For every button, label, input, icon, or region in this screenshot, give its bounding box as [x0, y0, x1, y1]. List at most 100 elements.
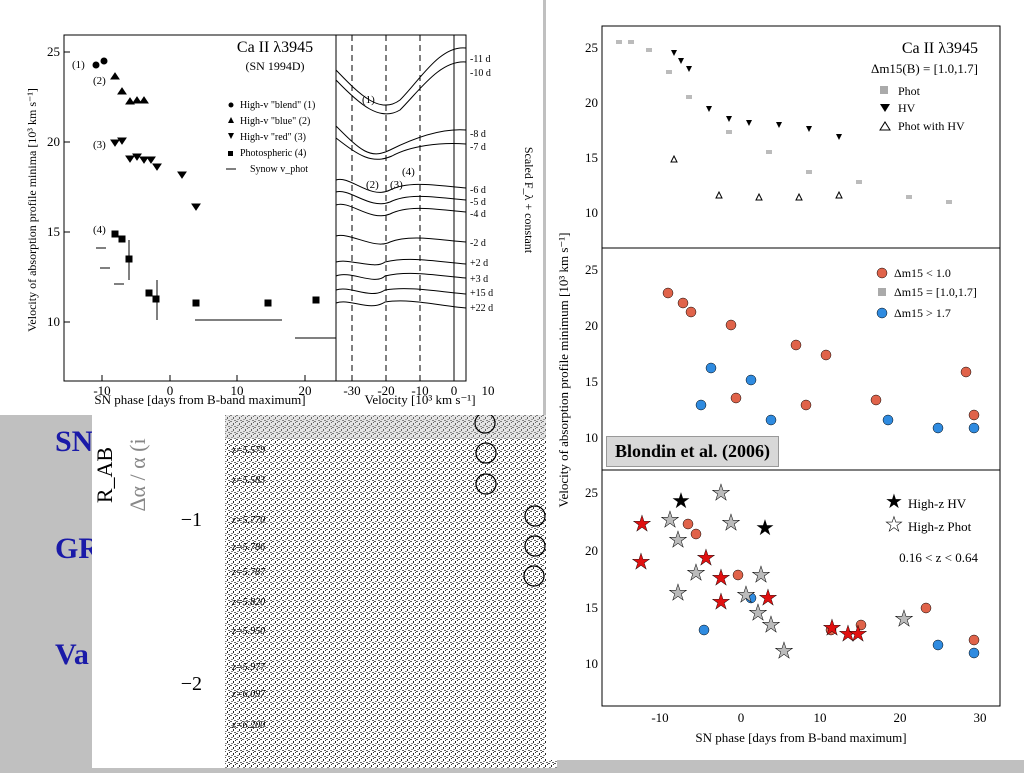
spectra-epoch: -7 d — [470, 142, 486, 153]
right-bot-legend: High-z HV — [908, 496, 967, 511]
spectra-redshift: z=5.579 — [231, 445, 265, 456]
spectra-xtick: -30 — [343, 383, 360, 398]
spectra-redshift: z=5.786 — [231, 542, 265, 553]
spectra-marker: (2) — [366, 179, 379, 191]
svg-text:★: ★ — [894, 606, 914, 631]
right-ytick: 15 — [585, 374, 598, 389]
spectra-redshift: z=5.820 — [231, 597, 265, 608]
spectra-epoch: -11 d — [470, 54, 490, 65]
right-top-legend: Phot with HV — [898, 119, 965, 133]
svg-text:★: ★ — [711, 589, 731, 614]
right-figure-svg: 25 20 15 10 25 20 15 10 25 20 15 10 -10 … — [556, 25, 1001, 745]
right-ytick: 25 — [585, 262, 598, 277]
right-xtick: 20 — [894, 710, 907, 725]
spectra-image-ylabel-b: Δα / α (i — [125, 438, 150, 511]
right-top-legend: Phot — [898, 84, 921, 98]
right-top-legend: HV — [898, 101, 916, 115]
spectra-xtick: -20 — [377, 383, 394, 398]
spectra-image-ytick: −1 — [181, 509, 202, 531]
right-ytick: 20 — [585, 543, 598, 558]
spectra-epoch: +22 d — [470, 303, 493, 314]
spectra-image-ylabel-a: R_AB — [92, 447, 117, 503]
left-ylabel: Velocity of absorption profile minima [1… — [25, 88, 39, 332]
right-xtick: -10 — [651, 710, 668, 725]
right-ytick: 15 — [585, 600, 598, 615]
svg-text:★: ★ — [668, 580, 688, 605]
spectra-image: z=5.579 z=5.583 z=5.770 z=5.786 z=5.787 … — [92, 412, 557, 768]
svg-text:★: ★ — [660, 507, 680, 532]
spectra-ylabel: Scaled F_λ + constant — [522, 147, 536, 254]
right-top-title: Ca II λ3945 — [902, 40, 978, 57]
spectra-epoch: -8 d — [470, 129, 486, 140]
spectra-epoch: -10 d — [470, 68, 491, 79]
left-xtick: 0 — [167, 383, 174, 398]
svg-text:★: ★ — [885, 514, 903, 536]
spectra-epoch: +15 d — [470, 288, 493, 299]
spectra-curves — [335, 35, 467, 381]
spectra-epoch: -2 d — [470, 238, 486, 249]
svg-text:★: ★ — [736, 582, 756, 607]
left-ytick: 15 — [47, 224, 60, 239]
slide-text-va: Va — [55, 638, 89, 671]
svg-text:★: ★ — [761, 612, 781, 637]
right-xtick: 30 — [974, 710, 987, 725]
left-title: Ca II λ3945 — [237, 39, 313, 56]
right-mid-legend: Δm15 < 1.0 — [894, 266, 951, 280]
right-ytick: 10 — [585, 430, 598, 445]
spectra-redshift: z=6.200 — [231, 720, 265, 731]
right-xlabel: SN phase [days from B-band maximum] — [695, 730, 906, 745]
spectra-redshift: z=6.097 — [231, 689, 266, 700]
citation-label: Blondin et al. (2006) — [606, 436, 780, 467]
spectra-epoch: +2 d — [470, 258, 488, 269]
left-ytick: 20 — [47, 134, 60, 149]
spectra-xtick: 0 — [451, 383, 458, 398]
left-legend-item: High-v "blend" (1) — [240, 100, 315, 111]
left-subtitle: (SN 1994D) — [246, 59, 305, 73]
svg-text:★: ★ — [632, 511, 652, 536]
spectra-image-ytick: −2 — [181, 673, 202, 695]
svg-text:★: ★ — [711, 480, 731, 505]
svg-text:★: ★ — [748, 600, 768, 625]
left-group-label: (2) — [93, 75, 106, 87]
right-ytick: 25 — [585, 40, 598, 55]
spectra-redshift: z=5.977 — [231, 662, 266, 673]
right-ytick: 10 — [585, 205, 598, 220]
right-ytick: 25 — [585, 485, 598, 500]
svg-text:★: ★ — [885, 491, 903, 513]
left-legend-item: High-v "blue" (2) — [240, 116, 310, 127]
left-xtick: 10 — [231, 383, 244, 398]
svg-text:★: ★ — [671, 488, 691, 513]
spectra-xtick: -10 — [411, 383, 428, 398]
left-xlabel: SN phase [days from B-band maximum] — [94, 392, 305, 407]
left-group-label: (1) — [72, 59, 85, 71]
svg-text:★: ★ — [755, 515, 775, 540]
spectra-epoch: +3 d — [470, 274, 488, 285]
right-figure: 25 20 15 10 25 20 15 10 25 20 15 10 -10 … — [546, 0, 1024, 760]
svg-text:★: ★ — [668, 527, 688, 552]
right-xtick: 10 — [814, 710, 827, 725]
svg-text:★: ★ — [822, 615, 842, 640]
spectra-redshift: z=5.787 — [231, 567, 266, 578]
svg-text:★: ★ — [774, 638, 794, 663]
left-legend-item: Photospheric (4) — [240, 148, 306, 159]
svg-text:★: ★ — [838, 621, 858, 646]
right-bot-legend: High-z Phot — [908, 519, 972, 534]
right-ytick: 20 — [585, 318, 598, 333]
svg-text:★: ★ — [686, 560, 706, 585]
left-data-points — [92, 57, 336, 339]
spectra-epoch: -6 d — [470, 185, 486, 196]
svg-text:★: ★ — [758, 585, 778, 610]
left-figure-svg: 25 20 15 10 -10 0 10 20 SN phase [days f… — [25, 34, 536, 407]
right-mid-legend: Δm15 = [1.0,1.7] — [894, 285, 977, 299]
spectra-redshift: z=5.770 — [231, 515, 265, 526]
spectra-redshift: z=5.950 — [231, 626, 265, 637]
spectra-marker: (4) — [402, 166, 415, 178]
spectra-xtick: 10 — [482, 383, 495, 398]
right-ytick: 10 — [585, 656, 598, 671]
left-ytick: 10 — [47, 314, 60, 329]
left-legend-item: Synow v_phot — [250, 164, 308, 175]
svg-text:★: ★ — [631, 549, 651, 574]
svg-text:★: ★ — [721, 510, 741, 535]
svg-text:★: ★ — [848, 621, 868, 646]
svg-text:★: ★ — [751, 562, 771, 587]
